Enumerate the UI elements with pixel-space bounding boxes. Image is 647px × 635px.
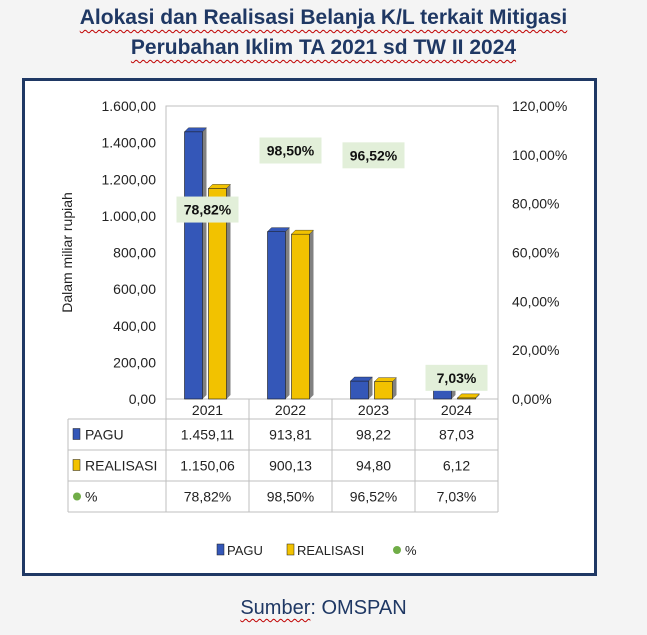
table-key-pagu — [72, 428, 81, 440]
bar-realisasi-2022 — [291, 233, 310, 400]
y-tick-label: 0,00 — [129, 391, 156, 407]
percent-label-box-2021 — [176, 196, 239, 223]
bar-pagu-2021-side — [202, 127, 207, 399]
y2-tick-label: 0,00% — [512, 391, 552, 407]
category-label-2024: 2024 — [441, 402, 472, 418]
bar-realisasi-2022-top — [291, 229, 314, 235]
y-tick-label: 800,00 — [113, 245, 156, 261]
table-cell-realisasi-2023: 94,80 — [356, 458, 391, 474]
bar-realisasi-2023 — [374, 381, 393, 400]
category-label-2021: 2021 — [192, 402, 223, 418]
bar-pagu-2022-side — [285, 227, 290, 399]
table-row-label-pagu: PAGU — [85, 427, 124, 443]
y-tick-label: 600,00 — [113, 281, 156, 297]
bar-pagu-2021-top — [184, 127, 207, 133]
y-tick-label: 200,00 — [113, 354, 156, 370]
y2-tick-label: 40,00% — [512, 293, 559, 309]
bar-pagu-2022 — [267, 231, 286, 400]
chart-frame: 0,00 200,00 400,00 600,00 800,00 1.000,00 1.20… — [22, 78, 597, 576]
table-cell-pagu-2022: 913,81 — [269, 427, 312, 443]
category-label-2023: 2023 — [358, 402, 389, 418]
bar-pagu-2022-top — [267, 227, 290, 232]
chart-svg: 0,00 200,00 400,00 600,00 800,00 1.000,00 1.20… — [59, 98, 567, 558]
percent-label-box-2022 — [259, 137, 322, 164]
bar-realisasi-2021-side — [226, 184, 231, 399]
y-tick-label: 400,00 — [113, 318, 156, 334]
table-cell-percent-2022: 98,50% — [267, 489, 314, 505]
category-label-2022: 2022 — [275, 402, 306, 418]
table-cell-percent-2023: 96,52% — [350, 489, 397, 505]
table-cell-realisasi-2021: 1.150,06 — [180, 458, 235, 474]
legend-label-realisasi: REALISASI — [297, 543, 364, 558]
source-note: Sumber: OMSPAN — [240, 597, 407, 619]
table-key-realisasi — [72, 459, 81, 471]
y-tick-label: 1.600,00 — [102, 98, 157, 114]
y2-tick-label: 60,00% — [512, 245, 559, 261]
table-cell-pagu-2021: 1.459,11 — [181, 427, 235, 443]
legend-label-percent: % — [405, 543, 417, 558]
y-tick-label: 1.400,00 — [102, 135, 157, 151]
bar-pagu-2023 — [350, 380, 369, 400]
bar-realisasi-2021-top — [208, 184, 231, 189]
bar-realisasi-2023-side — [392, 377, 397, 399]
y-tick-label: 1.200,00 — [102, 171, 157, 187]
legend-key-pagu — [216, 543, 225, 556]
table-cell-pagu-2023: 98,22 — [356, 427, 391, 443]
percent-label-2022: 98,50% — [267, 142, 315, 158]
legend-label-pagu: PAGU — [227, 543, 263, 558]
table-row-label-percent: % — [85, 489, 97, 505]
percent-label-box-2024 — [425, 364, 488, 391]
legend-key-percent — [393, 546, 401, 554]
bar-realisasi-2023-top — [374, 377, 397, 382]
y2-tick-label: 80,00% — [512, 196, 559, 212]
table-cell-percent-2024: 7,03% — [437, 489, 477, 505]
chart-title-line-2: Perubahan Iklim TA 2021 sd TW II 2024 — [130, 36, 517, 59]
table-cell-realisasi-2024: 6,12 — [443, 458, 470, 474]
bar-pagu-2023-side — [368, 377, 373, 399]
percent-label-box-2023 — [342, 142, 405, 169]
table-cell-realisasi-2022: 900,13 — [269, 458, 312, 474]
y-axis-title: Dalam miliar rupiah — [59, 192, 75, 313]
percent-label-2023: 96,52% — [350, 147, 398, 163]
legend-key-realisasi — [286, 543, 295, 556]
y2-tick-label: 120,00% — [512, 98, 567, 114]
bar-pagu-2021 — [184, 131, 203, 400]
y2-tick-label: 100,00% — [512, 147, 567, 163]
bar-realisasi-2024-top — [457, 393, 480, 399]
table-key-percent — [73, 492, 81, 501]
percent-label-2024: 7,03% — [437, 370, 477, 386]
chart-title-line-1: Alokasi dan Realisasi Belanja K/L terkai… — [79, 6, 568, 29]
table-cell-percent-2021: 78,82% — [184, 489, 231, 505]
bar-realisasi-2022-side — [309, 230, 314, 399]
bar-pagu-2023-top — [350, 376, 373, 382]
table-row-label-realisasi: REALISASI — [85, 458, 157, 474]
table-cell-pagu-2024: 87,03 — [439, 427, 474, 443]
y-tick-label: 1.000,00 — [102, 208, 157, 224]
y2-tick-label: 20,00% — [512, 342, 559, 358]
percent-label-2021: 78,82% — [184, 202, 232, 218]
